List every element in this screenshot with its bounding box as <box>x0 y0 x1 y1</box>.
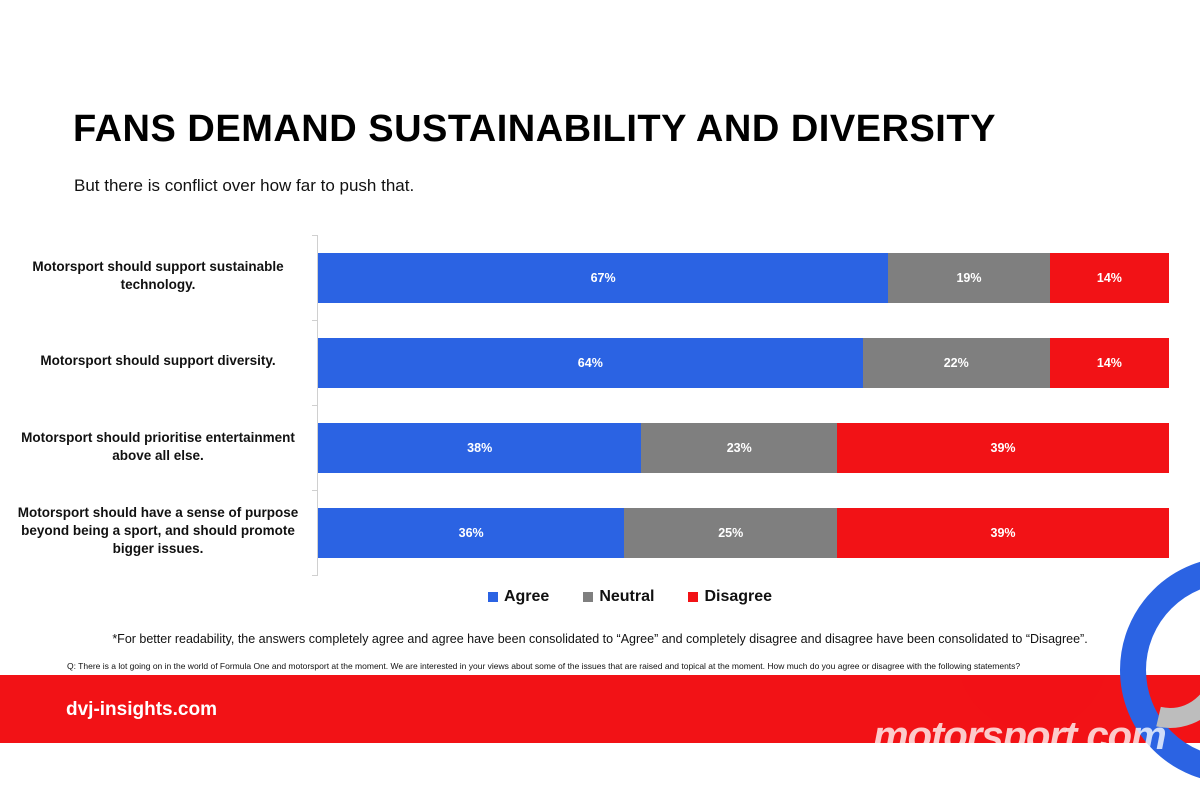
bar-segment-disagree: 39% <box>837 508 1169 558</box>
legend-swatch <box>583 592 594 602</box>
axis-tick <box>312 575 318 576</box>
axis-tick <box>312 490 318 491</box>
bar-segment-disagree: 14% <box>1049 253 1169 303</box>
axis-tick <box>312 405 318 406</box>
bar-segment-neutral: 23% <box>641 423 838 473</box>
legend-label: Neutral <box>599 588 655 605</box>
grey-ring <box>1110 608 1200 728</box>
bar-segment-agree: 36% <box>318 508 625 558</box>
legend-item-disagree: Disagree <box>688 588 772 606</box>
bar-segment-disagree: 14% <box>1049 338 1169 388</box>
legend-item-neutral: Neutral <box>583 588 654 606</box>
red-ring-segment <box>960 675 1105 731</box>
bar-segment-agree: 64% <box>318 338 863 388</box>
category-label: Motorsport should support sustainable te… <box>32 259 284 292</box>
footnote: *For better readability, the answers com… <box>112 632 1088 646</box>
bar-segment-neutral: 25% <box>624 508 838 558</box>
category-label: Motorsport should prioritise entertainme… <box>21 430 295 463</box>
bar-segment-neutral: 19% <box>888 253 1050 303</box>
axis-tick <box>312 320 318 321</box>
category-label: Motorsport should support diversity. <box>40 353 276 368</box>
bar-segment-neutral: 22% <box>862 338 1050 388</box>
category-label: Motorsport should have a sense of purpos… <box>17 505 299 556</box>
legend-swatch <box>688 592 699 602</box>
legend-item-agree: Agree <box>487 588 550 606</box>
bar-row: 67% 19% 14% <box>318 253 1169 303</box>
bar-row: 38% 23% 39% <box>318 423 1169 473</box>
survey-question: Q: There is a lot going on in the world … <box>67 661 1021 671</box>
legend-swatch <box>487 592 498 602</box>
bar-segment-agree: 67% <box>318 253 889 303</box>
bar-row: 36% 25% 39% <box>318 508 1169 558</box>
legend: Agree Neutral Disagree <box>0 588 1200 606</box>
chart-subtitle: But there is conflict over how far to pu… <box>74 176 415 195</box>
legend-label: Agree <box>503 588 550 605</box>
axis-tick <box>312 235 318 236</box>
legend-label: Disagree <box>704 588 773 605</box>
watermark-logo: motorsport.com <box>873 714 1167 758</box>
site-url: dvj-insights.com <box>66 699 217 720</box>
bar-segment-agree: 38% <box>318 423 642 473</box>
bar-row: 64% 22% 14% <box>318 338 1169 388</box>
chart-title: FANS DEMAND SUSTAINABILITY AND DIVERSITY <box>73 108 996 150</box>
blue-ring <box>1120 561 1200 779</box>
bar-segment-disagree: 39% <box>837 423 1169 473</box>
